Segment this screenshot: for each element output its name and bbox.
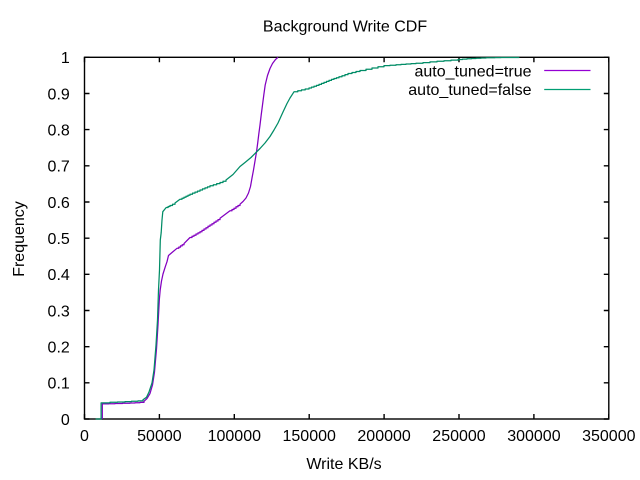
svg-text:0.3: 0.3 (48, 303, 70, 320)
svg-text:250000: 250000 (432, 428, 485, 445)
svg-text:Frequency: Frequency (11, 201, 28, 277)
svg-text:300000: 300000 (507, 428, 560, 445)
svg-text:0.9: 0.9 (48, 86, 70, 103)
svg-text:auto_tuned=true: auto_tuned=true (415, 63, 532, 80)
svg-text:200000: 200000 (357, 428, 410, 445)
svg-text:0.8: 0.8 (48, 122, 70, 139)
svg-text:0: 0 (80, 428, 89, 445)
svg-text:50000: 50000 (137, 428, 182, 445)
svg-text:1: 1 (61, 50, 70, 67)
svg-text:0: 0 (61, 412, 70, 429)
svg-text:0.1: 0.1 (48, 376, 70, 393)
svg-text:0.4: 0.4 (48, 267, 70, 284)
svg-text:0.6: 0.6 (48, 195, 70, 212)
svg-text:150000: 150000 (283, 428, 336, 445)
svg-text:350000: 350000 (582, 428, 635, 445)
svg-text:100000: 100000 (208, 428, 261, 445)
svg-text:Background Write CDF: Background Write CDF (263, 19, 427, 36)
svg-text:0.2: 0.2 (48, 340, 70, 357)
svg-text:0.5: 0.5 (48, 231, 70, 248)
svg-text:auto_tuned=false: auto_tuned=false (408, 82, 531, 99)
svg-text:Write KB/s: Write KB/s (306, 456, 381, 473)
svg-text:0.7: 0.7 (48, 159, 70, 176)
